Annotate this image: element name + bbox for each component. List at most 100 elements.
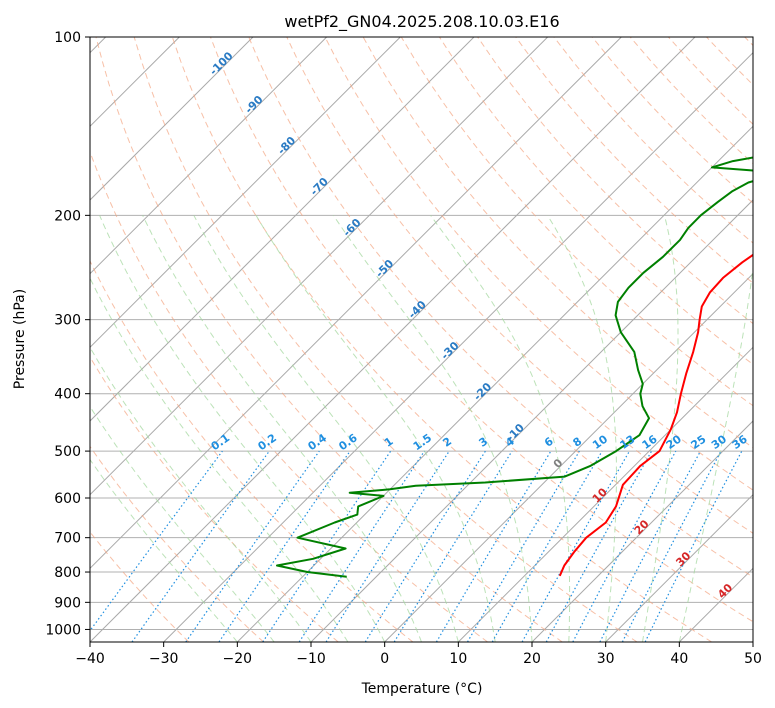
y-tick-label: 900: [54, 595, 81, 611]
dry-adiabat: [286, 37, 753, 534]
moist-adiabat: [193, 215, 459, 642]
y-tick-label: 200: [54, 208, 81, 224]
moist-adiabat: [332, 215, 533, 642]
isotherm-label: 20: [632, 517, 652, 537]
isotherm-label: 30: [673, 549, 693, 569]
y-tick-label: 700: [54, 531, 81, 547]
moist-adiabat: [99, 215, 386, 642]
isotherm-line: [90, 37, 254, 201]
mixing-ratio-line: [572, 450, 677, 642]
mixing-ratio-label: 30: [709, 432, 729, 452]
isotherm-label: -70: [308, 175, 331, 198]
dry-adiabat: [210, 37, 753, 623]
mixing-ratio-label: 25: [689, 433, 709, 452]
x-tick-label: −10: [296, 651, 326, 667]
moist-adiabat: [142, 215, 422, 642]
isotherm-label: -40: [406, 298, 429, 321]
mixing-ratio-label: 10: [590, 432, 610, 452]
mixing-ratio-line: [545, 450, 653, 642]
temperature-profile-line: [558, 253, 753, 577]
mixing-ratio-line: [218, 450, 351, 642]
x-tick-label: −20: [223, 651, 253, 667]
x-tick-label: 10: [449, 651, 467, 667]
isotherm-line: [90, 37, 401, 349]
y-tick-label: 400: [54, 387, 81, 403]
dry-adiabat: [90, 445, 264, 642]
moist-adiabat: [90, 458, 238, 642]
mixing-ratio-label: 0.2: [256, 431, 279, 453]
mixing-ratio-label: 0.4: [306, 431, 330, 453]
mixing-ratio-label: 36: [730, 432, 750, 452]
isotherm-line: [678, 567, 753, 642]
x-tick-label: 30: [597, 651, 615, 667]
isotherm-label: -100: [207, 49, 236, 78]
dry-adiabat: [324, 37, 753, 491]
mixing-ratio-label: 0.1: [209, 431, 232, 453]
x-tick-label: 50: [744, 651, 762, 667]
plot-frame: [89, 36, 754, 643]
y-tick-label: 1000: [45, 622, 81, 638]
dry-adiabat: [515, 37, 753, 284]
mixing-ratio-line: [131, 450, 270, 642]
mixing-ratio-label: 1: [382, 435, 396, 450]
dewpoint-profile-line: [276, 156, 753, 578]
isotherm-label: -80: [275, 134, 298, 157]
dry-adiabat: [90, 259, 414, 642]
y-tick-label: 800: [54, 565, 81, 581]
mixing-ratio-line: [298, 450, 425, 642]
y-tick-label: 500: [54, 444, 81, 460]
y-tick-label: 300: [54, 313, 81, 329]
isotherm-line: [752, 641, 753, 642]
dry-adiabat: [90, 356, 339, 642]
mixing-ratio-line: [262, 450, 392, 642]
isotherm-label: -60: [340, 216, 363, 239]
isotherm-line: [90, 37, 696, 642]
isotherm-line: [605, 493, 753, 642]
dry-adiabat: [553, 37, 753, 244]
y-tick-label: 100: [54, 30, 81, 46]
y-tick-label: 600: [54, 491, 81, 507]
moist-adiabat: [430, 215, 571, 642]
isotherm-line: [236, 125, 753, 642]
mixing-ratio-label: 3: [477, 435, 491, 450]
x-tick-label: 0: [380, 651, 389, 667]
mixing-ratio-label: 1.5: [411, 431, 434, 453]
dry-adiabat: [95, 37, 563, 642]
isotherm-line: [90, 37, 549, 496]
dry-adiabat: [706, 37, 753, 86]
mixing-ratio-label: 8: [571, 435, 585, 450]
isotherm-label: 10: [590, 485, 610, 505]
x-axis-label: Temperature (°C): [361, 681, 483, 697]
isotherm-line: [90, 37, 328, 275]
isotherm-label: -90: [242, 93, 265, 116]
mixing-ratio-line: [364, 450, 486, 642]
moist-adiabat: [642, 215, 679, 642]
mixing-ratio-line: [393, 450, 513, 642]
isotherm-line: [531, 420, 753, 642]
dry-adiabat: [171, 37, 712, 642]
dry-adiabat: [744, 37, 753, 47]
isotherm-label: 40: [715, 581, 735, 601]
moist-adiabat: [90, 346, 312, 642]
isotherm-line: [90, 37, 475, 422]
mixing-ratio-line: [521, 450, 631, 642]
mixing-ratio-line: [599, 450, 702, 642]
dry-adiabat: [133, 37, 638, 642]
x-tick-label: −30: [149, 651, 179, 667]
moist-adiabat: [678, 264, 753, 642]
mixing-ratio-line: [325, 450, 450, 642]
isotherm-line: [163, 51, 753, 642]
isotherm-line: [310, 199, 753, 642]
isotherm-line: [90, 37, 622, 570]
x-tick-label: 20: [523, 651, 541, 667]
moist-adiabat: [547, 215, 617, 642]
x-tick-label: 40: [670, 651, 688, 667]
dry-adiabat: [90, 531, 190, 642]
mixing-ratio-line: [90, 450, 223, 632]
isotherm-line: [384, 272, 753, 642]
mixing-ratio-line: [644, 450, 743, 642]
y-axis-label: Pressure (hPa): [12, 289, 28, 389]
isotherm-line: [457, 346, 753, 642]
